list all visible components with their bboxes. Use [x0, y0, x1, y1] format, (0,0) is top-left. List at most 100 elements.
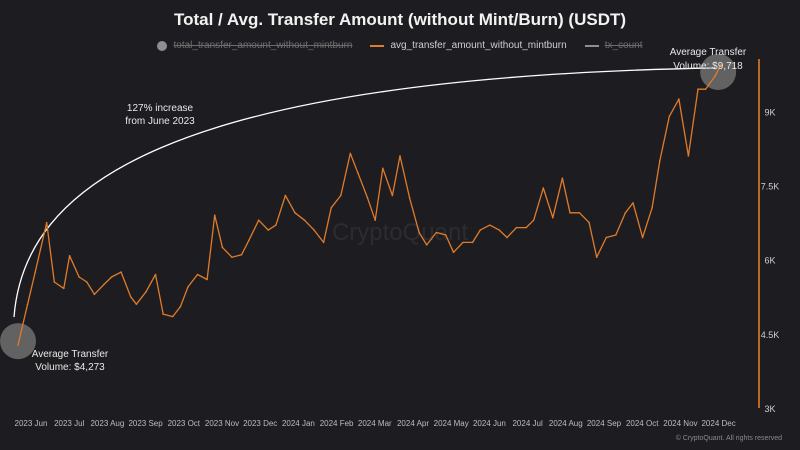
data-point	[339, 194, 342, 197]
data-point	[704, 88, 707, 90]
data-point	[53, 281, 56, 283]
data-point	[357, 172, 359, 175]
data-point	[240, 253, 243, 256]
data-point	[179, 305, 182, 308]
data-point	[479, 229, 482, 231]
data-point	[129, 295, 132, 298]
data-point	[445, 234, 447, 236]
start-annotation-line1: Average Transfer	[32, 349, 109, 360]
data-point	[349, 152, 352, 155]
data-point	[162, 313, 164, 315]
data-point	[714, 75, 716, 77]
data-point	[632, 202, 634, 204]
data-point	[294, 211, 296, 214]
legend-label-txcount: tx_count	[604, 40, 643, 51]
x-tick-label: 2023 Sep	[128, 419, 163, 428]
data-point	[284, 194, 287, 197]
y-tick-label: 4.5K	[761, 330, 780, 340]
data-point	[462, 241, 464, 244]
data-point	[678, 98, 680, 100]
data-point	[187, 286, 189, 288]
data-point	[498, 229, 501, 231]
data-point	[382, 167, 384, 170]
legend-item-total[interactable]: total_transfer_amount_without_mintburn	[157, 40, 352, 51]
data-point	[552, 216, 554, 219]
data-point	[330, 207, 333, 209]
x-tick-label: 2023 Nov	[205, 419, 239, 428]
data-point	[85, 281, 88, 283]
x-tick-label: 2024 Oct	[626, 419, 659, 428]
data-point	[231, 256, 233, 259]
data-point	[668, 115, 671, 118]
data-point	[471, 241, 474, 244]
data-point	[110, 276, 113, 278]
start-annotation-line2: Volume: $4,273	[35, 362, 105, 373]
x-tick-label: 2023 Aug	[90, 419, 124, 428]
data-point	[525, 226, 527, 229]
increase-annotation-line1: 127% increase	[127, 103, 194, 114]
data-point	[154, 273, 157, 276]
x-tick-label: 2024 Nov	[663, 419, 697, 428]
x-tick-label: 2024 Dec	[701, 419, 735, 428]
data-point	[248, 239, 250, 241]
data-point	[93, 293, 96, 296]
data-point	[313, 229, 315, 231]
x-tick-label: 2024 Jul	[512, 419, 542, 428]
legend-dot-icon	[157, 40, 168, 51]
data-point	[641, 236, 644, 239]
legend-item-txcount[interactable]: tx_count	[584, 40, 643, 51]
data-point	[615, 234, 617, 236]
end-annotation-line2: Volume: $9,718	[673, 61, 743, 72]
data-point	[374, 219, 376, 221]
data-point	[34, 271, 36, 273]
chart-title: Total / Avg. Transfer Amount (without Mi…	[173, 10, 627, 29]
end-highlight-circle	[700, 53, 737, 90]
data-point	[532, 219, 535, 221]
y-tick-label: 9K	[764, 107, 775, 117]
y-tick-label: 3K	[764, 404, 775, 414]
legend-line-icon	[584, 44, 599, 47]
x-tick-label: 2024 Aug	[549, 419, 583, 428]
data-point	[26, 303, 29, 306]
copyright-footer: © CryptoQuant. All rights reserved	[675, 435, 782, 442]
watermark: CryptoQuant	[332, 219, 468, 246]
legend-line-icon	[370, 44, 385, 47]
x-tick-label: 2023 Jun	[15, 419, 48, 428]
data-point	[171, 315, 174, 318]
x-tick-label: 2024 Sep	[587, 419, 622, 428]
data-point	[120, 271, 122, 273]
data-point	[145, 291, 147, 293]
data-point	[515, 226, 518, 229]
legend-item-avg[interactable]: avg_transfer_amount_without_mintburn	[370, 40, 567, 51]
end-annotation-line1: Average Transfer	[670, 47, 747, 58]
data-point	[391, 194, 394, 197]
data-point	[452, 251, 455, 254]
legend-label-avg: avg_transfer_amount_without_mintburn	[390, 40, 567, 51]
data-point	[569, 211, 571, 214]
legend-label-total: total_transfer_amount_without_mintburn	[173, 40, 353, 51]
data-point	[196, 273, 199, 276]
data-point	[488, 224, 491, 226]
start-highlight-circle	[0, 323, 36, 360]
x-tick-label: 2024 Jun	[473, 419, 506, 428]
increase-arc	[13, 67, 715, 318]
data-point	[588, 221, 590, 224]
x-tick-label: 2024 Jan	[282, 419, 315, 428]
data-point	[697, 88, 699, 90]
data-point	[275, 224, 277, 226]
x-tick-label: 2023 Dec	[243, 419, 277, 428]
data-point	[366, 197, 369, 199]
data-point	[425, 244, 428, 246]
data-point	[418, 231, 420, 234]
series-line-avg-transfer	[17, 64, 722, 346]
y-tick-label: 7.5K	[761, 182, 780, 192]
data-point	[506, 236, 508, 239]
data-point	[103, 283, 105, 286]
data-point	[78, 276, 80, 278]
data-point	[213, 214, 216, 217]
data-point	[135, 303, 138, 306]
data-point	[624, 211, 627, 214]
data-point	[658, 160, 661, 162]
data-point	[578, 211, 581, 214]
